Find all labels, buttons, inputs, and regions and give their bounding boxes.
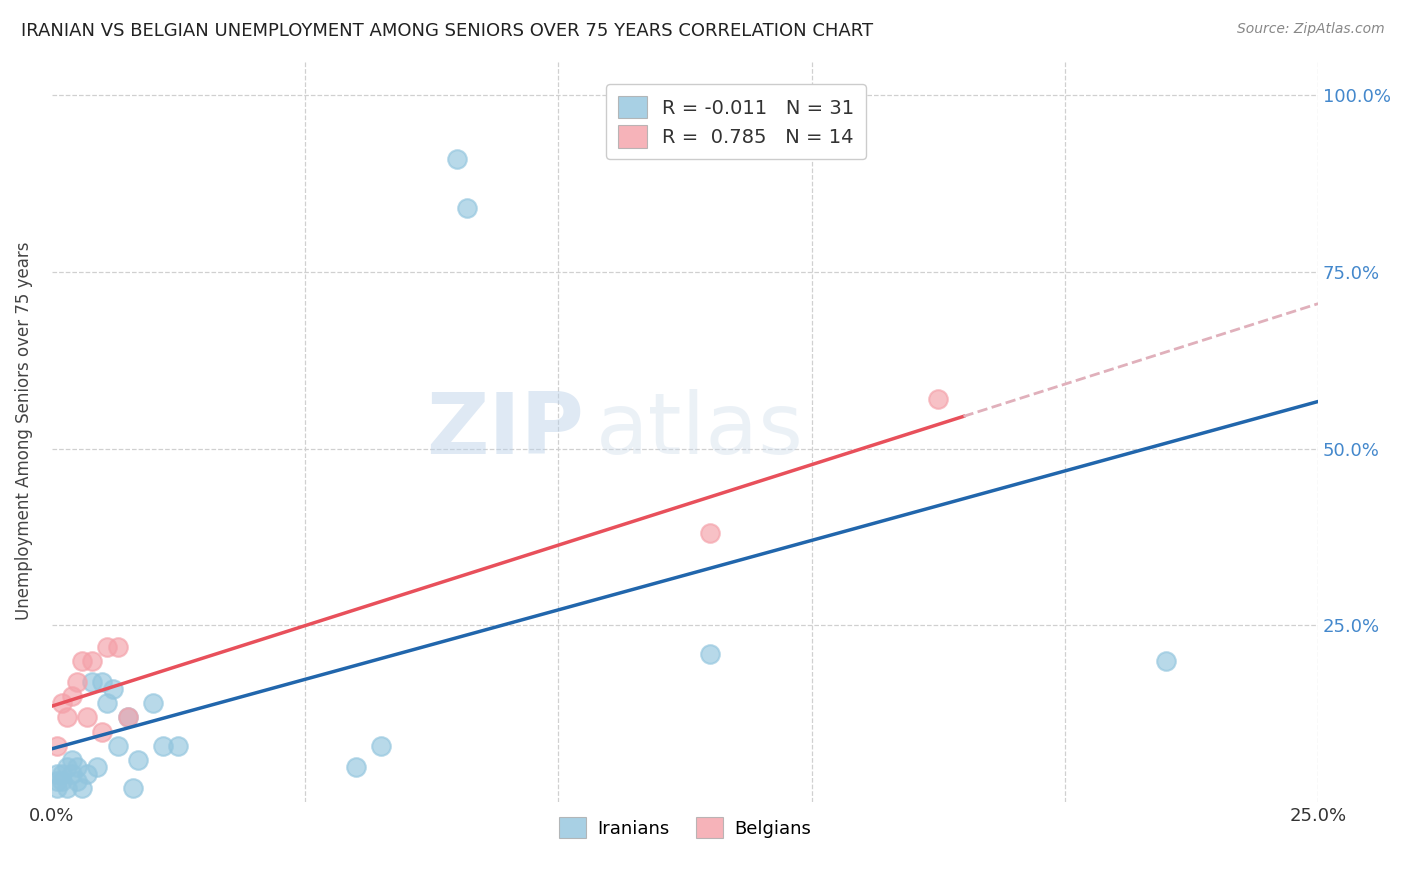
Point	[45, 767, 67, 781]
Point	[152, 739, 174, 753]
Point	[56, 710, 79, 724]
Text: IRANIAN VS BELGIAN UNEMPLOYMENT AMONG SENIORS OVER 75 YEARS CORRELATION CHART: IRANIAN VS BELGIAN UNEMPLOYMENT AMONG SE…	[21, 22, 873, 40]
Point	[45, 781, 67, 796]
Point	[456, 201, 478, 215]
Point	[117, 710, 139, 724]
Point	[56, 760, 79, 774]
Point	[66, 774, 89, 789]
Point	[370, 739, 392, 753]
Point	[82, 654, 104, 668]
Point	[66, 760, 89, 774]
Point	[101, 682, 124, 697]
Point	[699, 526, 721, 541]
Point	[56, 781, 79, 796]
Point	[60, 689, 83, 703]
Point	[76, 710, 98, 724]
Point	[86, 760, 108, 774]
Point	[60, 767, 83, 781]
Point	[82, 675, 104, 690]
Point	[91, 675, 114, 690]
Text: Source: ZipAtlas.com: Source: ZipAtlas.com	[1237, 22, 1385, 37]
Point	[45, 774, 67, 789]
Point	[142, 696, 165, 710]
Point	[117, 710, 139, 724]
Point	[446, 152, 468, 166]
Point	[107, 640, 129, 654]
Point	[51, 696, 73, 710]
Point	[1154, 654, 1177, 668]
Point	[91, 724, 114, 739]
Point	[699, 647, 721, 661]
Point	[107, 739, 129, 753]
Point	[927, 392, 949, 406]
Text: ZIP: ZIP	[426, 390, 583, 473]
Point	[70, 781, 93, 796]
Point	[60, 753, 83, 767]
Point	[344, 760, 367, 774]
Point	[45, 739, 67, 753]
Point	[127, 753, 149, 767]
Point	[96, 696, 118, 710]
Point	[121, 781, 143, 796]
Text: atlas: atlas	[596, 390, 804, 473]
Point	[70, 654, 93, 668]
Legend: Iranians, Belgians: Iranians, Belgians	[551, 810, 818, 846]
Point	[66, 675, 89, 690]
Y-axis label: Unemployment Among Seniors over 75 years: Unemployment Among Seniors over 75 years	[15, 242, 32, 620]
Point	[167, 739, 190, 753]
Point	[51, 767, 73, 781]
Point	[76, 767, 98, 781]
Point	[51, 774, 73, 789]
Point	[96, 640, 118, 654]
